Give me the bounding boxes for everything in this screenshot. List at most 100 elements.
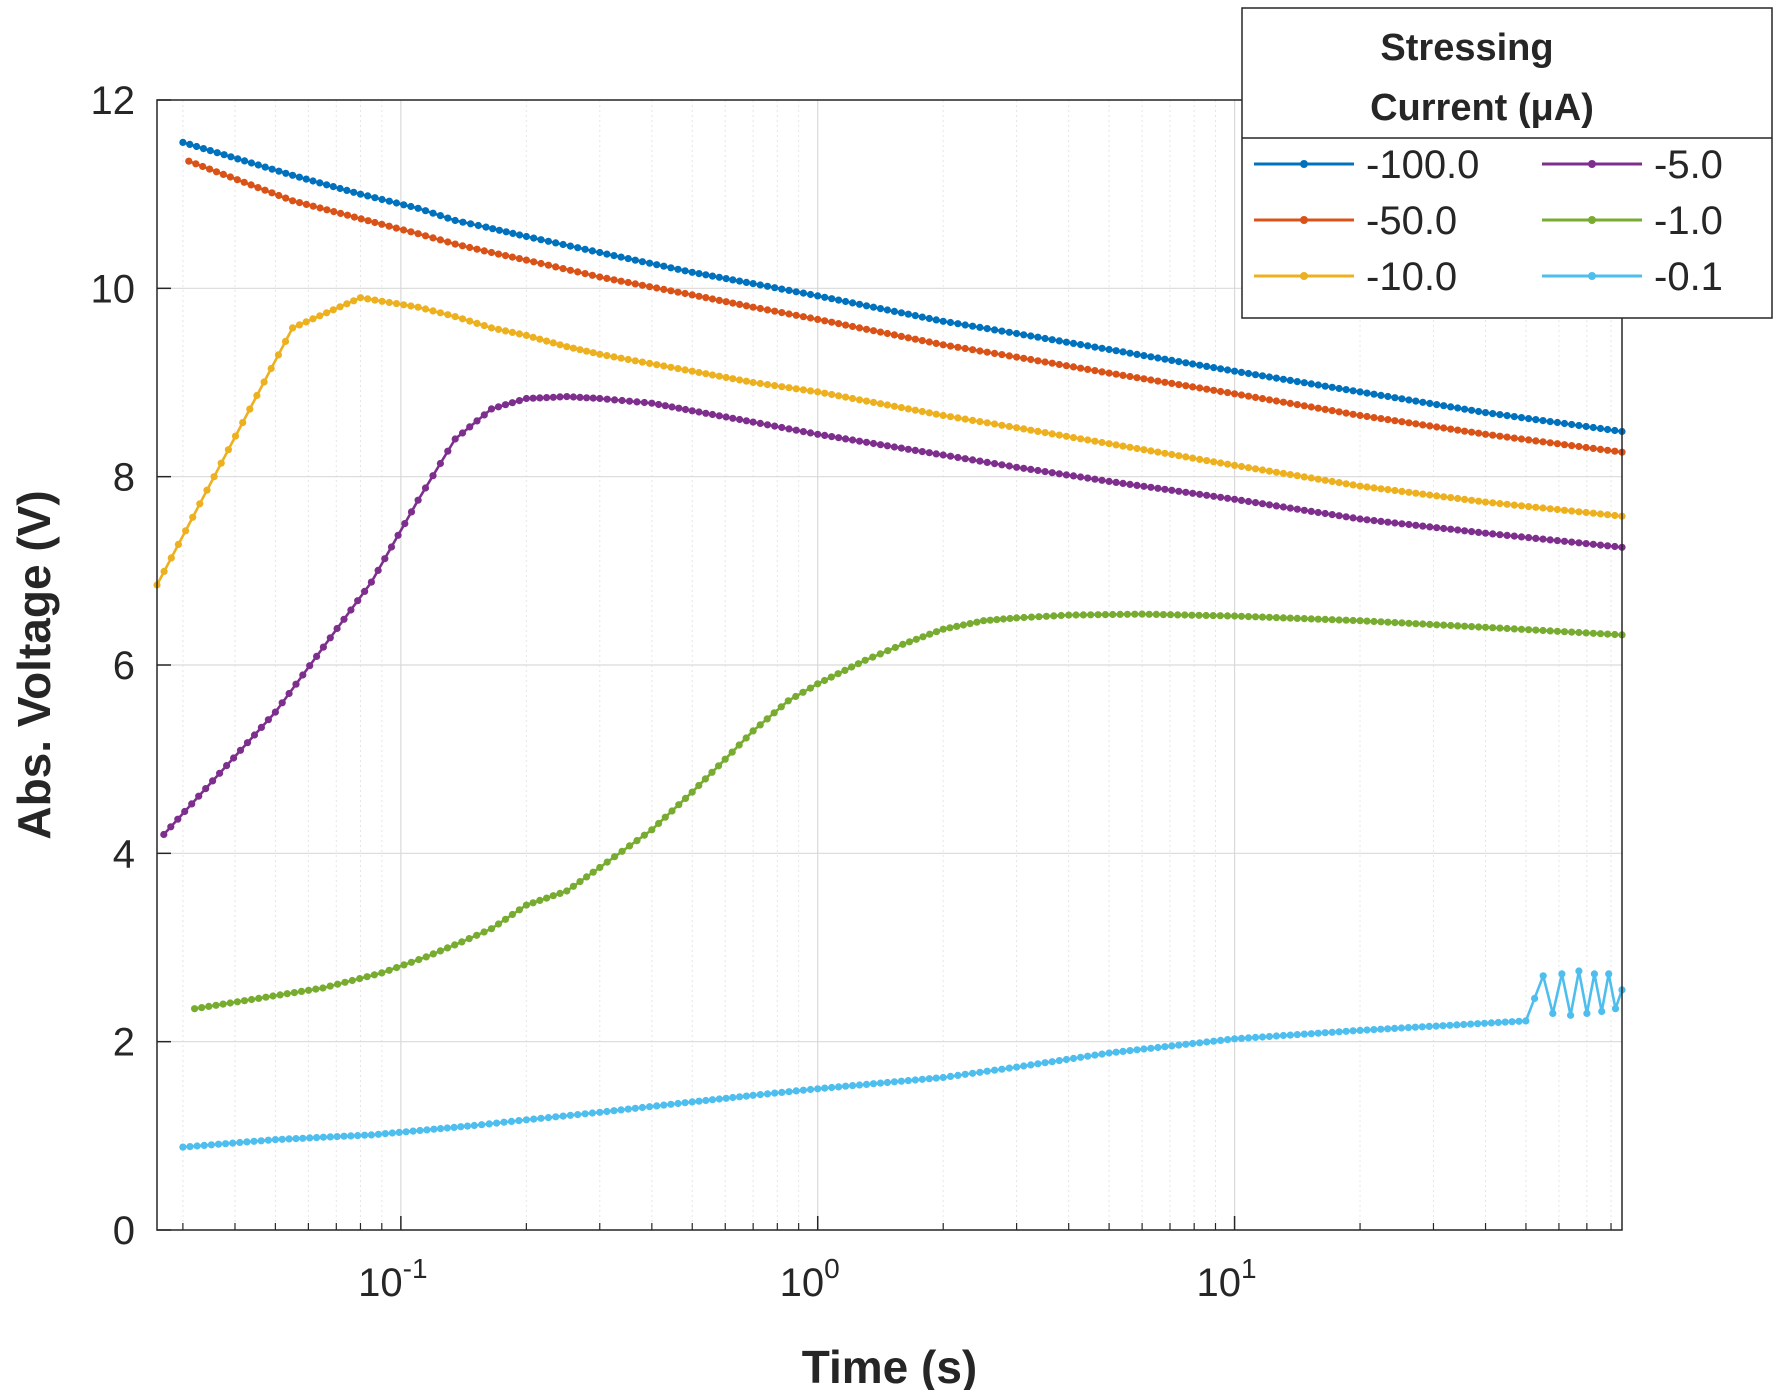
series-point <box>986 616 994 624</box>
series-point <box>1300 473 1308 481</box>
series-point <box>400 301 408 309</box>
series-point <box>827 673 835 681</box>
series-point <box>681 366 689 374</box>
series-point <box>722 373 730 382</box>
series-point <box>574 244 582 252</box>
series-point <box>407 958 415 966</box>
series-point <box>1231 495 1239 503</box>
series-point <box>983 348 991 356</box>
series-point <box>1475 528 1483 537</box>
series-point <box>660 285 668 293</box>
series-point <box>1244 464 1253 472</box>
series-point <box>522 331 531 339</box>
series-point <box>1481 430 1490 438</box>
series-point <box>361 1131 369 1139</box>
series-point <box>1481 409 1490 417</box>
series-point <box>661 813 669 821</box>
series-point <box>736 277 744 285</box>
series-point <box>806 684 815 692</box>
series-layer <box>153 138 1626 1151</box>
series-point <box>494 325 503 333</box>
series-point <box>1461 427 1469 435</box>
series-point <box>1055 470 1063 478</box>
series-point <box>1510 625 1518 633</box>
series-point <box>926 630 934 638</box>
series-point <box>414 230 422 238</box>
legend-swatch-marker <box>1588 160 1596 168</box>
series-point <box>1539 972 1547 980</box>
series-point <box>1140 375 1148 383</box>
series-point <box>350 188 358 196</box>
series-point <box>552 263 560 271</box>
series-point <box>1279 398 1287 406</box>
series-point <box>998 461 1006 469</box>
series-point <box>674 365 682 373</box>
series-point <box>1258 613 1267 621</box>
series-point <box>1035 613 1043 621</box>
series-point <box>515 1117 523 1125</box>
legend-swatch-marker <box>1300 160 1308 168</box>
series-point <box>1133 481 1141 489</box>
series-point <box>1532 626 1540 634</box>
series-point <box>400 226 408 234</box>
series-point <box>939 1073 947 1082</box>
series-point <box>537 236 545 244</box>
series-point <box>848 663 856 671</box>
series-point <box>356 975 364 983</box>
series-point <box>946 624 954 632</box>
series-point <box>212 1001 220 1009</box>
series-point <box>918 337 926 345</box>
series-point <box>1460 1020 1468 1029</box>
series-point <box>1461 527 1469 535</box>
series-point <box>195 792 203 800</box>
series-point <box>1582 540 1590 548</box>
series-point <box>1217 459 1225 467</box>
series-point <box>1356 411 1364 420</box>
series--5.0 <box>160 393 1626 839</box>
series-point <box>722 1094 730 1102</box>
series-point <box>247 159 256 167</box>
series-point <box>416 1126 424 1135</box>
series-point <box>1553 440 1561 448</box>
series-point <box>828 1083 836 1092</box>
legend-title-line2: Current (μA) <box>1370 87 1594 129</box>
series-point <box>1034 1060 1042 1068</box>
series-point <box>267 364 275 373</box>
series-point <box>429 209 437 217</box>
series-point <box>1091 437 1099 445</box>
series-point <box>961 321 969 329</box>
series-point <box>185 157 193 165</box>
series-point <box>1077 364 1085 372</box>
series-point <box>1062 338 1070 346</box>
series-point <box>939 625 947 633</box>
series-point <box>414 496 422 504</box>
series-point <box>1098 438 1106 447</box>
series-point <box>515 255 524 263</box>
series-point <box>1196 455 1204 463</box>
series-point <box>1006 614 1014 623</box>
series-point <box>160 830 168 839</box>
series-point <box>778 383 786 391</box>
series-point <box>1154 354 1162 362</box>
series-point <box>617 1106 625 1114</box>
series-point <box>374 1130 382 1138</box>
series-point <box>1293 505 1301 513</box>
series-point <box>522 256 531 264</box>
series-point <box>1091 1051 1099 1059</box>
series-point <box>1145 610 1153 618</box>
y-tick-labels: 0 2 4 6 8 10 12 <box>91 79 136 1253</box>
series-point <box>1112 478 1120 486</box>
series-point <box>236 1138 244 1147</box>
series-point <box>556 889 564 898</box>
x-tick-label: 101 <box>1197 1253 1257 1305</box>
series-point <box>1286 1031 1294 1039</box>
series-point <box>1363 483 1371 491</box>
series-point <box>763 1090 772 1098</box>
series-point <box>1147 353 1155 361</box>
series-point <box>430 1125 438 1133</box>
series-point <box>1412 620 1420 628</box>
series-point <box>660 362 668 370</box>
series-point <box>897 1077 906 1085</box>
series-point <box>1196 1039 1204 1047</box>
